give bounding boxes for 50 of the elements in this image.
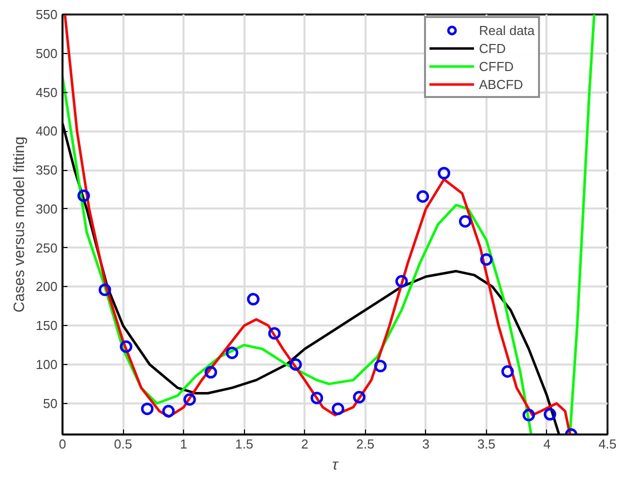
x-tick-label: 3.5 bbox=[477, 436, 496, 452]
point bbox=[289, 358, 302, 371]
point bbox=[183, 393, 196, 406]
point bbox=[416, 190, 430, 203]
y-tick-label: 350 bbox=[36, 162, 58, 178]
x-tick-label: 1 bbox=[180, 436, 188, 452]
point bbox=[310, 392, 324, 404]
y-tick-label: 550 bbox=[36, 7, 58, 22]
x-tick-label: 1.5 bbox=[235, 436, 254, 452]
point bbox=[352, 390, 366, 404]
x-axis-title: τ bbox=[332, 456, 340, 474]
point bbox=[480, 253, 493, 266]
point bbox=[141, 402, 154, 416]
x-tick-label: 4.5 bbox=[598, 436, 617, 452]
point bbox=[374, 360, 387, 372]
x-tick-label: 3 bbox=[422, 436, 430, 452]
x-tick-label: 0.5 bbox=[114, 436, 132, 452]
point bbox=[268, 327, 281, 340]
legend-label: ABCFD bbox=[479, 76, 524, 93]
point bbox=[332, 402, 344, 416]
y-tick-label: 300 bbox=[36, 201, 58, 216]
x-tick-label: 4 bbox=[543, 436, 551, 452]
point bbox=[247, 292, 260, 306]
y-tick-label: 250 bbox=[36, 240, 58, 256]
point bbox=[204, 366, 218, 379]
y-axis-title: Cases versus model fitting bbox=[10, 136, 28, 312]
point bbox=[226, 346, 238, 360]
y-tick-label: 200 bbox=[36, 279, 58, 294]
point bbox=[501, 365, 514, 378]
y-tick-label: 100 bbox=[36, 357, 58, 372]
point bbox=[544, 408, 556, 421]
y-tick-label: 400 bbox=[36, 124, 58, 139]
y-tick-label: 500 bbox=[36, 46, 58, 61]
legend-label: Real data bbox=[479, 22, 535, 39]
y-tick-label: 450 bbox=[36, 84, 58, 100]
legend-label: CFFD bbox=[479, 58, 514, 75]
point bbox=[458, 215, 472, 228]
point bbox=[120, 340, 132, 353]
y-tick-label: 50 bbox=[43, 396, 58, 411]
y-tick-label: 150 bbox=[36, 318, 58, 334]
point bbox=[162, 404, 175, 418]
x-tick-label: 0 bbox=[58, 436, 66, 452]
legend-label: CFD bbox=[479, 40, 506, 57]
x-tick-label: 2 bbox=[301, 436, 308, 452]
point bbox=[77, 189, 90, 202]
point bbox=[438, 166, 450, 180]
point bbox=[98, 284, 112, 296]
x-tick-label: 2.5 bbox=[356, 436, 374, 452]
point bbox=[395, 275, 408, 288]
point bbox=[522, 408, 536, 422]
